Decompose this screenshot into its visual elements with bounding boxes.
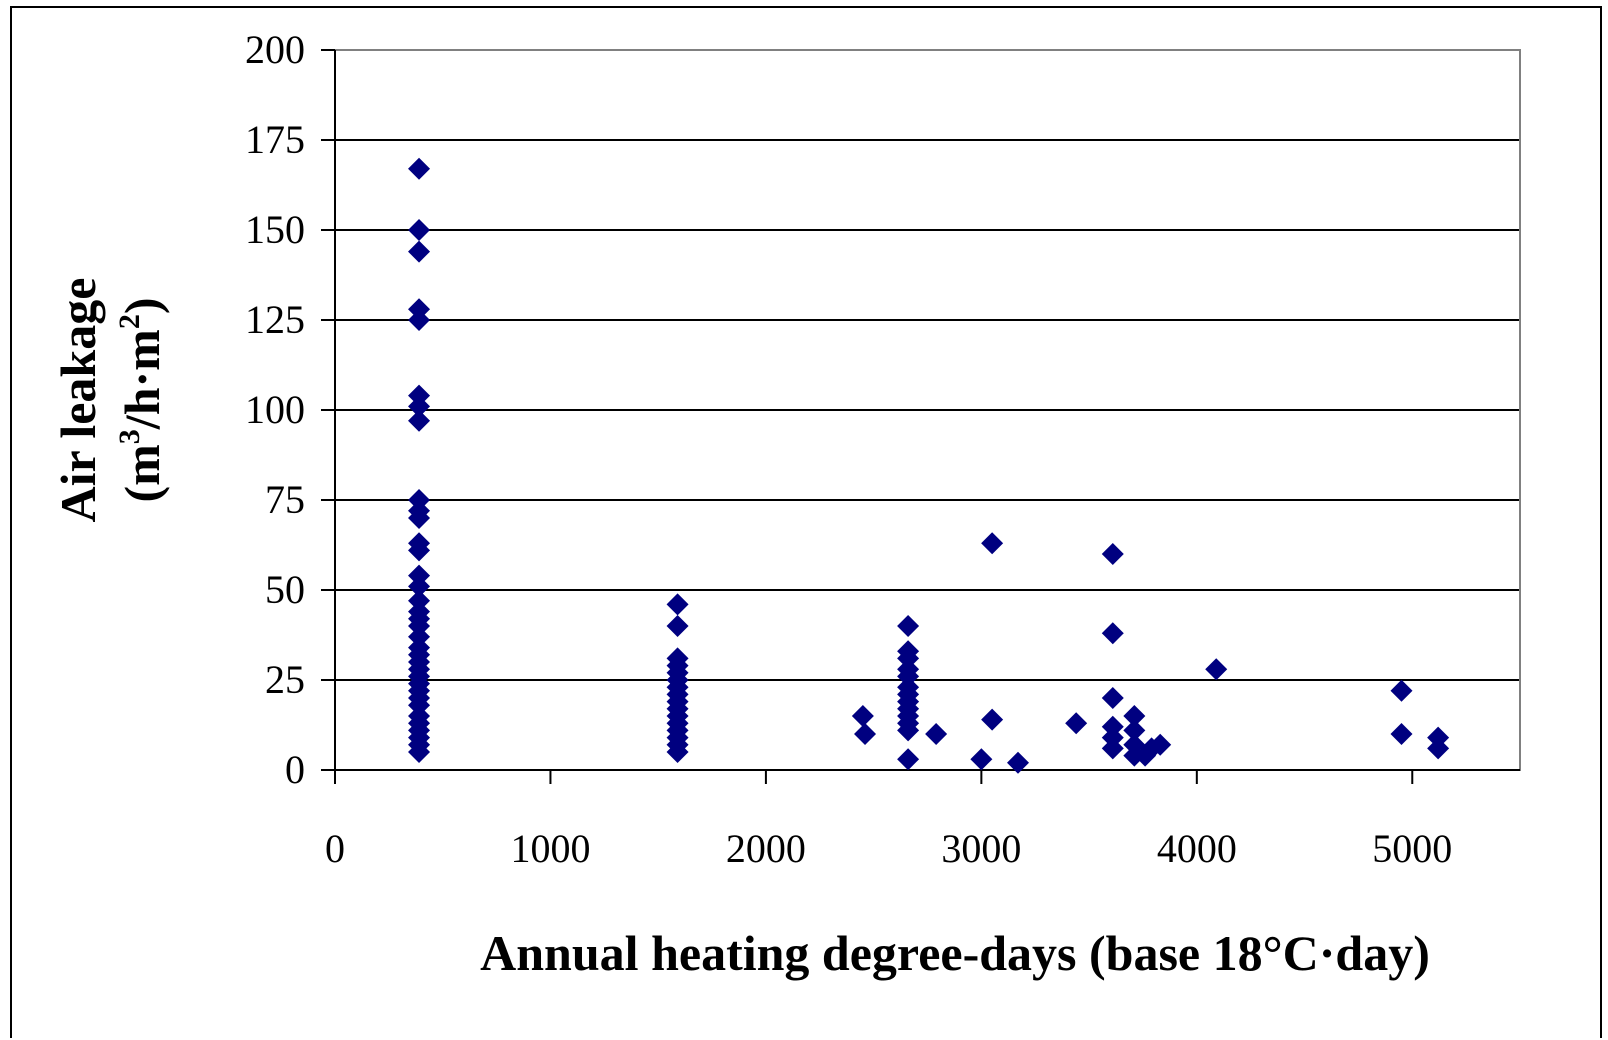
y-tick-label: 50 bbox=[265, 567, 305, 612]
data-point bbox=[854, 723, 877, 745]
data-point bbox=[408, 309, 431, 331]
y-axis-unit-mid: /h·m bbox=[114, 329, 170, 430]
y-axis-unit-sup2: 2 bbox=[113, 314, 146, 329]
data-points bbox=[408, 157, 1450, 774]
x-tick-label: 1000 bbox=[510, 826, 590, 871]
data-point bbox=[408, 575, 431, 598]
data-point bbox=[897, 748, 920, 771]
data-point bbox=[408, 219, 431, 241]
y-tick-label: 175 bbox=[245, 117, 305, 162]
data-point bbox=[1123, 719, 1146, 742]
data-point bbox=[408, 395, 431, 418]
y-axis-unit-prefix: (m bbox=[114, 444, 170, 502]
data-point bbox=[970, 748, 993, 771]
data-point bbox=[981, 532, 1004, 555]
y-tick-label: 125 bbox=[245, 297, 305, 342]
chart-frame bbox=[10, 6, 1602, 1038]
y-tick-label: 75 bbox=[265, 477, 305, 522]
data-point bbox=[408, 539, 431, 562]
x-tick-label: 5000 bbox=[1372, 826, 1452, 871]
data-point bbox=[897, 615, 920, 637]
data-point bbox=[1149, 733, 1172, 756]
y-axis-unit-sup1: 3 bbox=[113, 429, 146, 444]
x-tick-labels: 0 1000 2000 3000 4000 5000 bbox=[325, 826, 1452, 871]
x-tick-label: 4000 bbox=[1157, 826, 1237, 871]
data-point bbox=[666, 615, 689, 637]
data-point bbox=[1101, 687, 1124, 709]
y-tick-label: 200 bbox=[245, 27, 305, 72]
x-axis-title: Annual heating degree-days (base 18°C·da… bbox=[480, 925, 1430, 981]
x-tick-label: 2000 bbox=[726, 826, 806, 871]
data-point bbox=[1101, 737, 1124, 760]
data-point bbox=[1065, 712, 1088, 735]
data-point bbox=[1427, 737, 1450, 760]
y-tick-label: 25 bbox=[265, 657, 305, 702]
data-point bbox=[408, 240, 431, 263]
data-point bbox=[408, 409, 431, 432]
y-axis-title-line2: (m3/h·m2) bbox=[113, 298, 170, 503]
x-tick-label: 3000 bbox=[941, 826, 1021, 871]
y-tick-labels: 0 25 50 75 100 125 150 175 200 bbox=[245, 27, 305, 792]
data-point bbox=[1390, 723, 1413, 745]
y-tick-label: 0 bbox=[285, 747, 305, 792]
data-point bbox=[408, 507, 431, 529]
y-tick-label: 100 bbox=[245, 387, 305, 432]
data-point bbox=[1006, 751, 1029, 774]
x-tick-label: 0 bbox=[325, 826, 345, 871]
y-tick-label: 150 bbox=[245, 207, 305, 252]
y-axis-unit-suffix: ) bbox=[114, 298, 170, 315]
y-axis-title: Air leakage (m3/h·m2) bbox=[50, 278, 170, 523]
data-point bbox=[1101, 622, 1124, 645]
data-point bbox=[925, 723, 948, 745]
data-point bbox=[666, 741, 689, 763]
data-point bbox=[897, 719, 920, 742]
data-point bbox=[666, 593, 689, 616]
data-point bbox=[1390, 679, 1413, 702]
axes bbox=[321, 49, 1520, 784]
y-axis-title-line1: Air leakage bbox=[50, 278, 106, 523]
data-point bbox=[1101, 543, 1124, 565]
data-point bbox=[408, 741, 431, 763]
data-point bbox=[408, 157, 431, 180]
data-point bbox=[851, 705, 874, 727]
data-point bbox=[1123, 705, 1146, 727]
data-point bbox=[981, 708, 1004, 731]
grid-lines bbox=[335, 49, 1520, 681]
data-point bbox=[1205, 658, 1228, 681]
